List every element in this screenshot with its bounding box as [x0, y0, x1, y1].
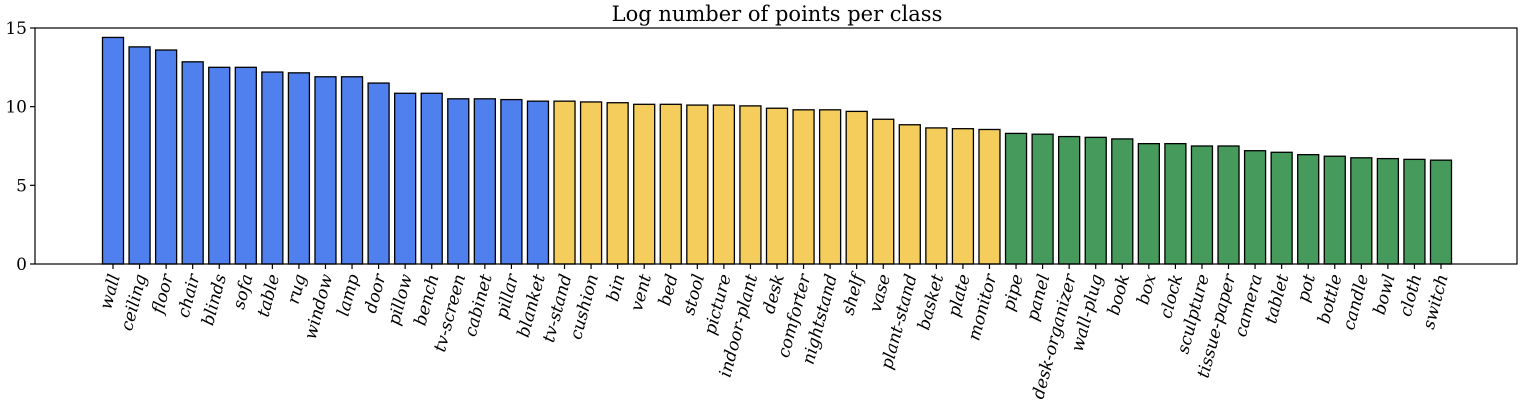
- bar-pipe: [1004, 132, 1028, 265]
- bar-camera: [1243, 150, 1267, 265]
- bar-floor: [154, 49, 178, 265]
- x-tick-label: box: [1133, 272, 1160, 307]
- bar-vent: [633, 103, 656, 265]
- y-tick-label: 15: [5, 19, 27, 39]
- x-tick-label: bowl: [1370, 272, 1400, 317]
- bar-pillar: [500, 98, 523, 265]
- bar-blinds: [208, 66, 231, 265]
- bar-plant-stand: [898, 124, 921, 265]
- bar-sculpture: [1190, 145, 1214, 265]
- x-tick-label: desk: [759, 272, 789, 316]
- bar-bottle: [1323, 155, 1346, 265]
- bar-tv-stand: [553, 100, 576, 265]
- x-tick-label: cloth: [1396, 272, 1426, 319]
- x-tick-label: table: [254, 272, 285, 319]
- x-tick-label: bin: [603, 272, 629, 304]
- bar-basket: [925, 127, 948, 265]
- y-tick-label: 5: [16, 176, 27, 196]
- bar-clock: [1164, 142, 1187, 265]
- bar-switch: [1429, 159, 1453, 265]
- bars-group: [101, 36, 1453, 265]
- x-tick-label: book: [1104, 272, 1134, 317]
- bar-pot: [1297, 153, 1320, 265]
- bar-picture: [712, 104, 736, 265]
- bar-box: [1137, 142, 1160, 265]
- x-tick-label: door: [361, 271, 391, 315]
- bar-rug: [287, 72, 311, 265]
- bar-sofa: [234, 66, 257, 265]
- bar-candle: [1350, 157, 1373, 265]
- bar-cloth: [1403, 158, 1426, 265]
- bar-stool: [686, 104, 709, 265]
- bar-book: [1111, 138, 1134, 265]
- bar-wall-plug: [1084, 136, 1107, 265]
- bar-lamp: [340, 76, 364, 265]
- bar-comforter: [792, 109, 815, 265]
- bar-door: [367, 82, 390, 265]
- x-tick-label: lamp: [334, 272, 364, 318]
- bar-cushion: [579, 101, 603, 265]
- x-tick-label: floor: [148, 271, 178, 318]
- bar-tissue-paper: [1217, 145, 1240, 265]
- bar-panel: [1031, 133, 1054, 265]
- bar-bin: [606, 102, 629, 265]
- bar-window: [314, 76, 337, 265]
- x-tick-label: plate: [944, 272, 975, 319]
- x-tick-label: shelf: [838, 270, 869, 318]
- bar-bed: [659, 103, 682, 265]
- bar-cabinet: [473, 98, 496, 265]
- bar-tv-screen: [447, 98, 470, 265]
- bar-desk: [765, 107, 789, 265]
- x-tick-label: bed: [655, 272, 683, 308]
- bar-pillow: [394, 92, 417, 265]
- x-tick-label: vase: [866, 272, 895, 314]
- bar-chair: [181, 61, 204, 265]
- chart-title: Log number of points per class: [612, 2, 943, 26]
- bar-table: [261, 71, 284, 265]
- plot-frame: [34, 27, 1518, 265]
- bar-desk-organizer: [1058, 135, 1081, 265]
- bar-shelf: [845, 110, 868, 265]
- bar-wall: [101, 36, 125, 265]
- y-axis: 0 5 10 15: [5, 19, 35, 275]
- x-tick-label: pipe: [999, 272, 1028, 313]
- x-tick-label: wall: [96, 272, 125, 312]
- x-tick-label: sofa: [229, 272, 257, 311]
- y-tick-label: 10: [5, 98, 27, 118]
- bar-plate: [951, 128, 975, 265]
- bar-bench: [420, 92, 443, 265]
- y-tick-label: 0: [16, 255, 27, 275]
- bar-nightstand: [818, 109, 842, 265]
- bar-indoor-plant: [739, 105, 762, 265]
- bar-vase: [872, 118, 895, 265]
- bar-bowl: [1376, 157, 1400, 265]
- bar-tablet: [1270, 151, 1293, 265]
- x-tick-label: pot: [1293, 272, 1320, 304]
- x-tick-label: stool: [679, 272, 709, 317]
- bar-monitor: [978, 128, 1001, 265]
- x-tick-label: vent: [627, 272, 656, 314]
- bar-blanket: [526, 100, 550, 265]
- x-tick-label: rug: [284, 272, 311, 306]
- bar-ceiling: [128, 46, 151, 265]
